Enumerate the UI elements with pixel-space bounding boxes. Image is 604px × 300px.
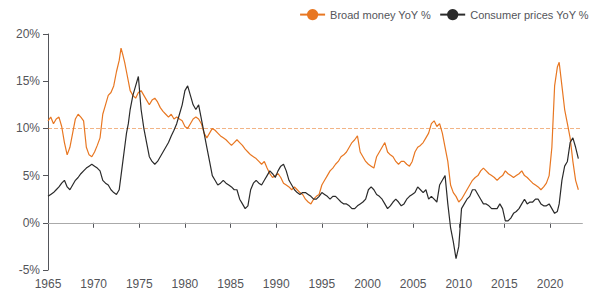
svg-text:1980: 1980 (172, 277, 199, 291)
svg-text:2020: 2020 (537, 277, 564, 291)
svg-text:Broad money YoY %: Broad money YoY % (330, 9, 431, 21)
svg-text:1985: 1985 (217, 277, 244, 291)
svg-text:1990: 1990 (263, 277, 290, 291)
svg-text:Consumer prices YoY %: Consumer prices YoY % (470, 9, 589, 21)
svg-text:1975: 1975 (126, 277, 153, 291)
svg-text:2005: 2005 (400, 277, 427, 291)
svg-text:5%: 5% (23, 169, 41, 183)
svg-text:20%: 20% (16, 27, 40, 41)
svg-text:2015: 2015 (491, 277, 518, 291)
svg-text:1995: 1995 (308, 277, 335, 291)
svg-text:2010: 2010 (445, 277, 472, 291)
svg-text:0%: 0% (23, 216, 41, 230)
svg-text:1970: 1970 (80, 277, 107, 291)
svg-text:15%: 15% (16, 74, 40, 88)
svg-text:2000: 2000 (354, 277, 381, 291)
svg-text:1965: 1965 (35, 277, 62, 291)
svg-text:10%: 10% (16, 121, 40, 135)
svg-text:-5%: -5% (19, 263, 41, 277)
